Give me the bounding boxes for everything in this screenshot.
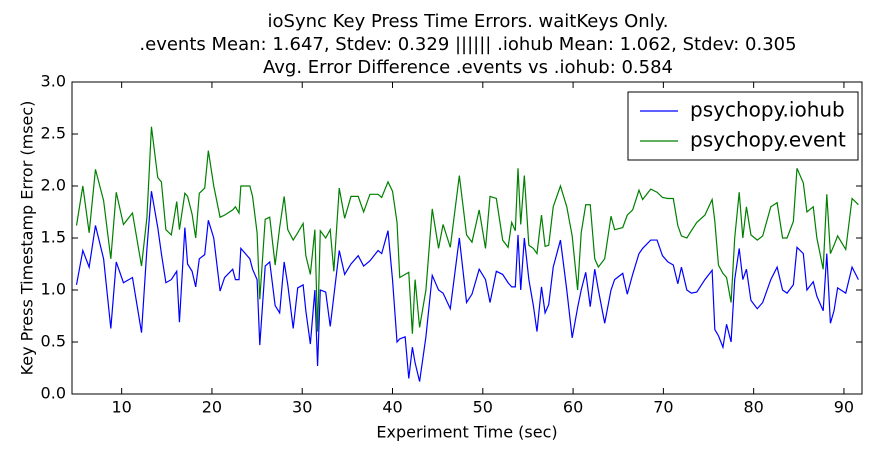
x-tick-label: 80 (743, 398, 763, 417)
y-tick-label: 1.0 (41, 280, 66, 299)
line-series (75, 126, 859, 334)
x-tick-label: 70 (653, 398, 673, 417)
y-tick-label: 2.0 (41, 176, 66, 195)
y-tick-label: 0.5 (41, 332, 66, 351)
legend-label: psychopy.iohub (690, 98, 845, 122)
legend: psychopy.iohub psychopy.event (627, 91, 859, 161)
y-axis-label: Key Press Timestamp Error (msec) (18, 101, 37, 376)
x-tick-label: 30 (292, 398, 312, 417)
x-tick-label: 60 (563, 398, 583, 417)
chart-title: Avg. Error Difference .events vs .iohub:… (263, 57, 673, 78)
chart-title: ioSync Key Press Time Errors. waitKeys O… (268, 11, 669, 32)
chart-title: .events Mean: 1.647, Stdev: 0.329 ||||||… (139, 34, 796, 55)
legend-label: psychopy.event (690, 128, 846, 152)
y-tick-label: 2.5 (41, 124, 66, 143)
x-axis-label: Experiment Time (sec) (376, 423, 557, 442)
x-tick-label: 10 (111, 398, 131, 417)
y-tick-label: 3.0 (41, 72, 66, 91)
legend-box (627, 91, 859, 161)
x-tick-label: 20 (202, 398, 222, 417)
x-tick-label: 90 (834, 398, 854, 417)
y-tick-label: 0.0 (41, 384, 66, 403)
y-tick-label: 1.5 (41, 228, 66, 247)
x-tick-label: 40 (382, 398, 402, 417)
x-tick-label: 50 (473, 398, 493, 417)
line-series (75, 191, 859, 382)
